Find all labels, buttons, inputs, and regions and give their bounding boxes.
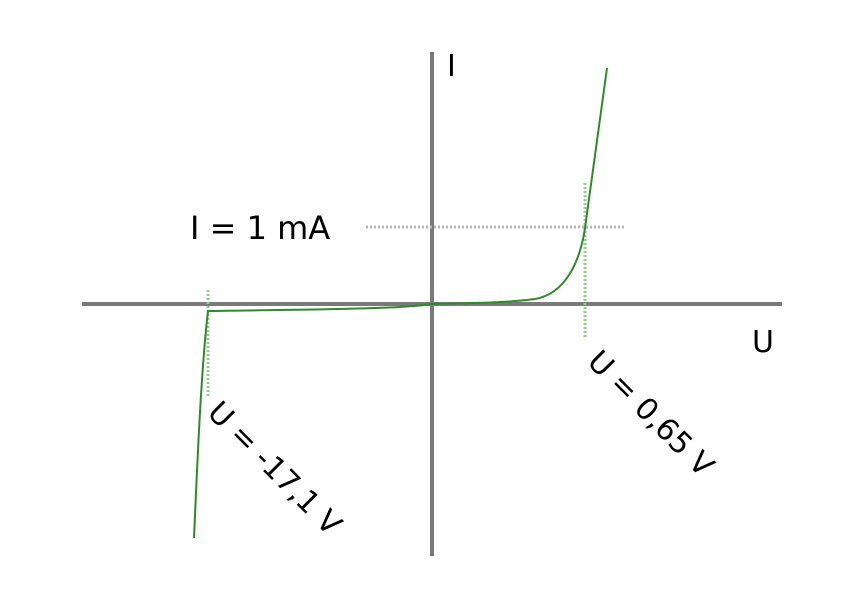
breakdown-voltage-label: U = -17,1 V (200, 395, 348, 543)
i-axis-label: I (447, 49, 456, 84)
forward-voltage-label: U = 0,65 V (580, 344, 720, 484)
current-marker-label: I = 1 mA (190, 209, 330, 247)
u-axis-label: U (752, 325, 774, 360)
iv-curve (193, 67, 608, 539)
